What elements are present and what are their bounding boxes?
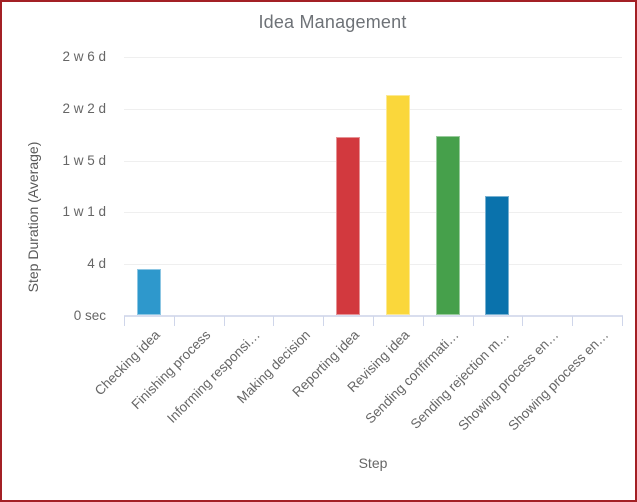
gridline <box>124 212 622 213</box>
bar[interactable] <box>386 95 410 315</box>
y-tick-label: 4 d <box>87 256 106 271</box>
x-tick <box>224 316 225 326</box>
x-tick-label: Informing responsi… <box>164 327 263 426</box>
y-tick-label: 2 w 6 d <box>62 49 106 64</box>
chart-title: Idea Management <box>258 12 407 32</box>
y-tick-label: 1 w 5 d <box>62 153 106 168</box>
x-tick <box>323 316 324 326</box>
gridline <box>124 109 622 110</box>
y-tick-label: 1 w 1 d <box>62 204 106 219</box>
y-tick-label: 0 sec <box>73 308 106 323</box>
x-tick <box>273 316 274 326</box>
bar[interactable] <box>137 269 161 315</box>
gridline <box>124 57 622 58</box>
bar[interactable] <box>336 137 360 315</box>
gridline <box>124 264 622 265</box>
gridline <box>124 161 622 162</box>
x-tick <box>174 316 175 326</box>
x-tick <box>124 316 125 326</box>
y-tick-label: 2 w 2 d <box>62 101 106 116</box>
bar[interactable] <box>485 196 509 315</box>
bar[interactable] <box>436 136 460 315</box>
x-tick <box>522 316 523 326</box>
x-axis-title: Step <box>358 455 388 471</box>
x-tick <box>373 316 374 326</box>
x-tick <box>622 316 623 326</box>
x-tick <box>423 316 424 326</box>
x-tick-label: Showing process en… <box>505 327 612 434</box>
x-tick-label: Sending confirmati… <box>362 327 463 427</box>
x-tick <box>572 316 573 326</box>
x-tick <box>473 316 474 326</box>
